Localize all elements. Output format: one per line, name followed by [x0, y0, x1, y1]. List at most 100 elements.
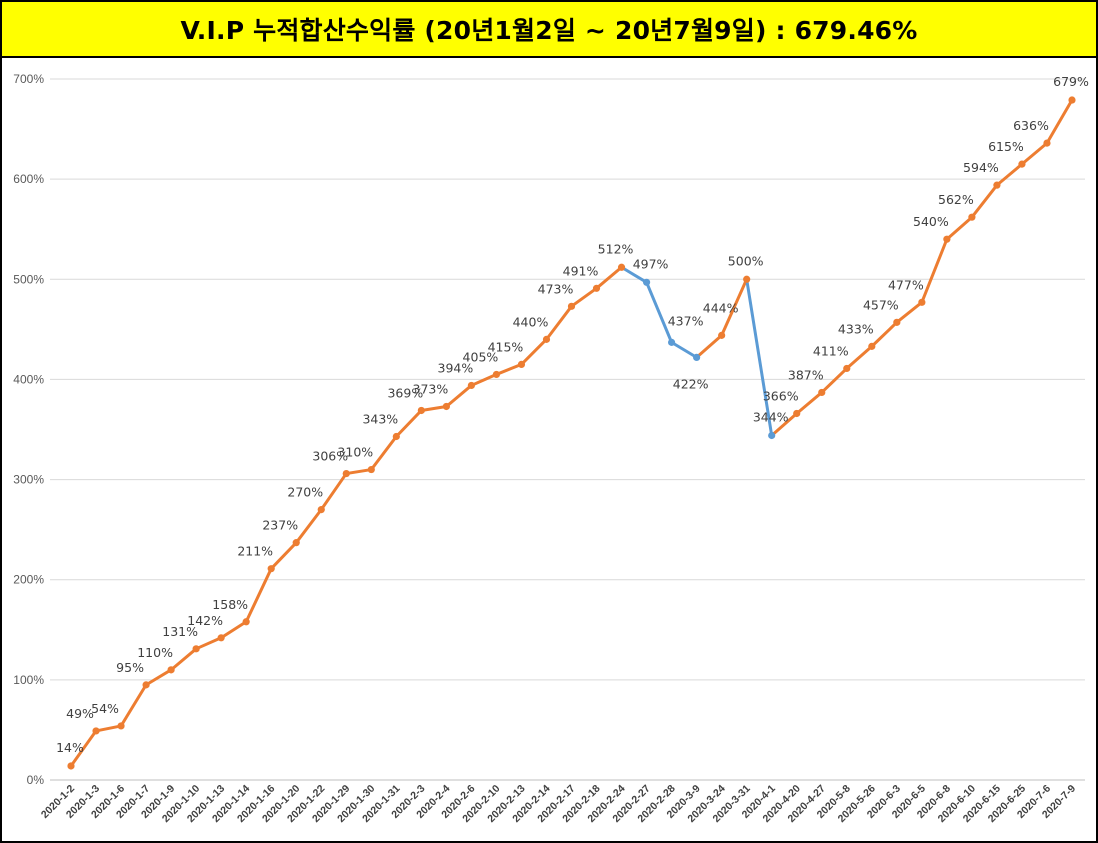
data-label: 411% [813, 343, 849, 358]
data-label: 477% [888, 277, 924, 292]
data-point [267, 565, 275, 573]
y-tick-label: 400% [13, 372, 44, 386]
data-point [1018, 160, 1026, 168]
series-segment [970, 183, 999, 219]
y-tick-label: 500% [13, 272, 44, 286]
data-point [818, 388, 826, 397]
data-label: 433% [838, 321, 874, 336]
data-point [392, 432, 400, 441]
data-label: 110% [137, 645, 173, 660]
data-point [217, 634, 225, 642]
data-label: 562% [938, 192, 974, 207]
data-label: 473% [538, 281, 574, 296]
data-point [117, 722, 125, 730]
data-point [642, 278, 651, 286]
series-segment [394, 408, 423, 439]
data-label: 594% [963, 160, 999, 175]
data-point [668, 338, 676, 346]
data-point [492, 370, 501, 379]
series-segment [745, 277, 774, 438]
data-point [592, 284, 601, 292]
data-label: 95% [116, 660, 144, 675]
data-label: 422% [673, 376, 709, 391]
series-segment [544, 304, 573, 341]
data-label: 394% [438, 360, 474, 375]
data-point [718, 331, 726, 339]
data-label: 457% [863, 297, 899, 312]
data-label: 540% [913, 214, 949, 229]
data-label: 343% [362, 412, 398, 427]
series-segment [720, 277, 749, 337]
data-point [693, 353, 701, 361]
data-point [442, 402, 450, 411]
series-segment [69, 729, 98, 768]
data-label: 142% [187, 613, 223, 628]
series-segment [695, 333, 724, 359]
data-point [793, 409, 801, 418]
data-point [567, 302, 576, 310]
series-segment [795, 390, 824, 415]
series-segment [620, 265, 649, 284]
y-tick-label: 300% [13, 473, 44, 487]
data-label: 306% [312, 449, 348, 464]
series-segment [1045, 98, 1074, 145]
series-segment [570, 286, 599, 308]
title-bar: V.I.P 누적합산수익률 (20년1월2일 ~ 20년7월9일) : 679.… [2, 2, 1096, 58]
data-point [292, 539, 300, 547]
series-segment [194, 636, 223, 651]
data-label: 344% [753, 410, 789, 425]
data-label: 211% [237, 544, 273, 559]
data-point [417, 406, 425, 415]
data-point [993, 181, 1001, 189]
series-segment [995, 162, 1024, 187]
data-label: 497% [633, 256, 669, 271]
y-tick-label: 700% [13, 72, 44, 86]
data-labels: 14% 49%54% 95%110% 131%142%158% 211% 237% 270%… [56, 74, 1089, 755]
series-segment [369, 435, 398, 472]
data-label: 237% [262, 518, 298, 533]
data-point [868, 342, 876, 350]
data-point [843, 364, 851, 373]
data-label: 49% [66, 706, 94, 721]
data-label: 500% [728, 253, 764, 268]
y-tick-label: 0% [27, 773, 45, 787]
series-segment [945, 215, 974, 241]
series-segment [269, 541, 298, 571]
data-label: 679% [1053, 74, 1089, 89]
series-segment [419, 404, 448, 412]
data-point [918, 298, 926, 306]
series-segment [595, 265, 624, 290]
series-segment [820, 366, 849, 394]
x-axis-ticks: 2020-1-22020-1-32020-1-62020-1-72020-1-9… [39, 783, 1078, 825]
y-axis-ticks: 0% 100% 200% 300% 400% 500% 600% 700% [13, 72, 44, 787]
series-segment [870, 320, 899, 348]
data-point [67, 762, 75, 770]
data-point [317, 506, 325, 514]
data-point [142, 681, 150, 689]
y-tick-label: 200% [13, 573, 44, 587]
series-segment [1020, 141, 1049, 166]
data-label: 373% [413, 381, 449, 396]
data-point [92, 727, 100, 735]
data-label: 615% [988, 139, 1024, 154]
series-segment [494, 362, 523, 376]
data-point [242, 618, 250, 626]
data-label: 310% [337, 445, 373, 460]
data-point [943, 235, 951, 243]
data-label: 437% [668, 313, 704, 328]
data-point [192, 645, 200, 653]
series-points [67, 96, 1076, 770]
data-label: 369% [387, 385, 423, 400]
data-label: 405% [463, 349, 499, 364]
data-point [968, 213, 976, 221]
series-segment [519, 337, 548, 366]
series-segment [244, 567, 273, 624]
data-label: 491% [563, 263, 599, 278]
series-lines [69, 98, 1074, 768]
series-segment [444, 383, 473, 408]
data-label: 440% [513, 314, 549, 329]
data-label: 512% [598, 241, 634, 256]
series-segment [895, 300, 924, 324]
